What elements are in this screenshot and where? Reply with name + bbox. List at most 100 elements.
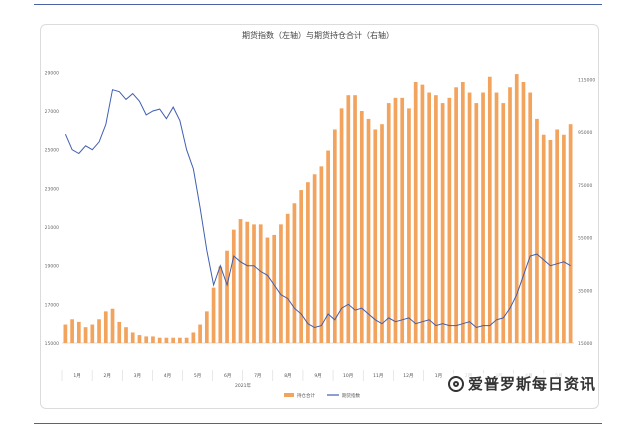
holding-bar [380, 124, 384, 343]
holding-bar [137, 335, 142, 343]
holding-bar [326, 150, 330, 343]
month-label: 2月 [103, 373, 110, 379]
holding-bar [272, 234, 277, 343]
holding-bar [191, 332, 196, 343]
month-label: 3月 [134, 373, 141, 379]
holding-bar [494, 92, 499, 343]
month-label: 4月 [164, 373, 171, 379]
holding-bar [555, 129, 560, 343]
holding-bar [130, 332, 135, 343]
chart-svg: 期货指数（左轴）与期货持仓合计（右轴） 15000 17000 19000 21000 2… [45, 30, 596, 399]
year-label: 2021年 [235, 382, 251, 389]
month-label: 6月 [224, 373, 231, 379]
holding-bar [481, 92, 485, 343]
legend-swatch-holding [284, 393, 294, 397]
left-tick-label: 17000 [45, 302, 59, 308]
holding-bar [487, 76, 492, 344]
holding-bar [454, 87, 458, 343]
holding-bar [63, 324, 68, 343]
chart-title: 期货指数（左轴）与期货持仓合计（右轴） [242, 30, 394, 40]
left-tick-label: 19000 [45, 264, 59, 270]
holding-bar [157, 337, 162, 343]
holding-bar [97, 319, 101, 343]
right-tick-label: 115000 [578, 77, 595, 83]
left-tick-label: 15000 [45, 341, 59, 347]
holding-bar [211, 287, 216, 343]
holding-bar [434, 95, 438, 343]
month-label: 8月 [284, 373, 291, 379]
holding-bar [164, 337, 169, 343]
holding-bar [427, 92, 432, 343]
chart-card: 期货指数（左轴）与期货持仓合计（右轴） 15000 17000 19000 21000 2… [40, 24, 599, 409]
holding-bar [90, 324, 95, 343]
holding-bar [353, 95, 357, 343]
holding-bar [225, 250, 229, 343]
holding-bar [460, 82, 465, 343]
month-label: 11月 [373, 373, 383, 379]
holding-bar [238, 219, 243, 343]
holding-bar [514, 74, 519, 343]
holding-bar [474, 103, 479, 343]
holding-bar [521, 82, 526, 343]
holding-bar [366, 118, 371, 343]
wechat-icon [448, 375, 464, 392]
watermark: 爱普罗斯每日资讯 [446, 373, 599, 394]
holding-bar [312, 174, 317, 343]
holding-bar [299, 190, 304, 343]
holding-bar [184, 337, 189, 343]
right-tick-label: 55000 [578, 236, 592, 242]
holding-bar [144, 336, 149, 343]
holding-bar [198, 324, 202, 343]
futures-index-line [64, 89, 571, 329]
holding-bar [535, 118, 539, 343]
holding-bar [447, 97, 452, 344]
holding-bar [285, 213, 290, 343]
holding-bar [83, 327, 88, 343]
holding-bar [245, 221, 250, 343]
holding-bar [319, 166, 324, 343]
legend-label-holding: 持仓合计 [297, 392, 315, 399]
legend-label-index: 期货指数 [342, 392, 360, 399]
holding-bar [103, 311, 108, 343]
right-tick-label: 35000 [578, 288, 592, 294]
holding-bar [231, 229, 236, 343]
holding-bar [420, 84, 425, 344]
holding-bar [373, 129, 378, 343]
holding-bar [568, 124, 573, 343]
month-label: 1月 [73, 373, 80, 379]
holding-bar [393, 97, 398, 344]
month-label: 5月 [194, 373, 201, 379]
top-rule [34, 4, 602, 5]
holding-bar [171, 337, 176, 343]
left-tick-label: 29000 [45, 70, 59, 76]
holding-bar [124, 327, 128, 343]
holding-bar [501, 103, 506, 343]
month-label: 9月 [314, 373, 321, 379]
holding-bar [541, 134, 546, 343]
holding-bar [70, 319, 74, 343]
right-tick-label: 95000 [578, 130, 592, 136]
holding-bar [548, 140, 553, 343]
left-tick-label: 21000 [45, 225, 59, 231]
holding-bar [292, 203, 297, 343]
holding-bar [279, 224, 283, 343]
holding-bar [265, 237, 270, 343]
holding-bar [413, 82, 418, 343]
holding-bar [400, 97, 405, 344]
right-tick-label: 15000 [578, 341, 592, 347]
holding-bar [407, 108, 411, 343]
holding-bar [151, 336, 155, 343]
holding-bar [528, 92, 533, 343]
holding-bar [359, 111, 364, 343]
left-tick-label: 25000 [45, 148, 59, 154]
holding-bar [252, 224, 256, 343]
month-label: 1月 [435, 373, 442, 379]
left-tick-label: 27000 [45, 109, 59, 115]
holding-bar [467, 92, 472, 343]
holding-bar [76, 321, 81, 343]
holding-bar [508, 87, 512, 343]
holding-bar [339, 108, 344, 343]
holding-bar [218, 266, 223, 343]
holding-bar [562, 134, 566, 343]
month-label: 12月 [403, 373, 413, 379]
